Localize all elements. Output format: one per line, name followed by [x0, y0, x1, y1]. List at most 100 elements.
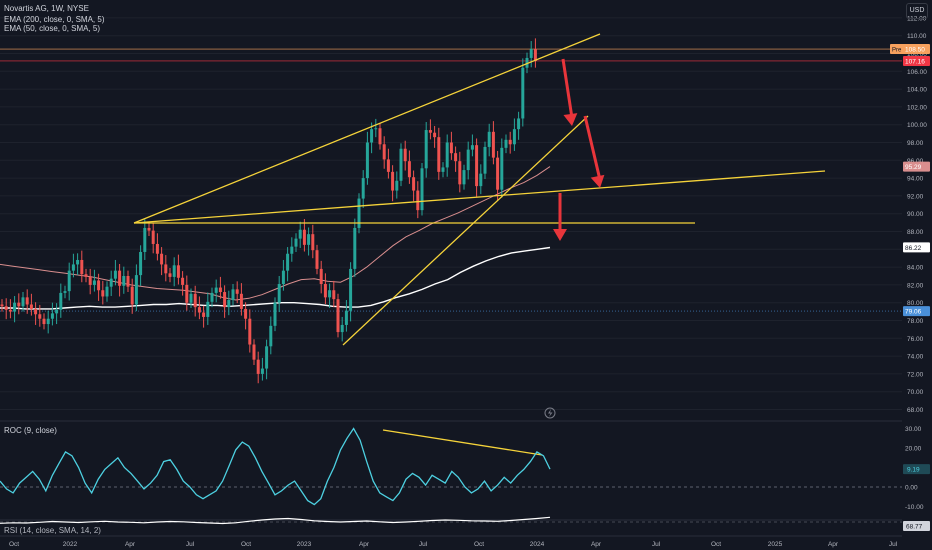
price-tick-label: 88.00 [907, 229, 924, 236]
candle-body [336, 299, 340, 333]
candle-body [533, 49, 537, 61]
candle-body [76, 259, 80, 265]
candle-body [151, 230, 155, 244]
candle-body [231, 289, 235, 301]
candle-body [126, 276, 130, 287]
price-tick-label: 76.00 [907, 336, 924, 343]
time-tick-label: Apr [591, 541, 602, 548]
candle-body [420, 168, 424, 211]
ema50-line [0, 166, 551, 301]
rsi-line [0, 516, 551, 525]
candle-body [105, 286, 109, 297]
time-tick-label: Apr [359, 541, 370, 548]
time-tick-label: Oct [9, 541, 19, 548]
price-tick-label: 80.00 [907, 300, 924, 307]
premarket-tag-prefix: Pre [892, 48, 902, 54]
candle-body [382, 144, 386, 160]
candle-body [361, 178, 365, 199]
candle-body [46, 318, 50, 325]
price-tick-label: 92.00 [907, 193, 924, 200]
candle-body [529, 49, 533, 58]
candle-body [483, 146, 487, 174]
candle-body [134, 275, 138, 305]
roc-tick-label: 20.00 [905, 446, 922, 453]
symbol-legend[interactable]: Novartis AG, 1W, NYSE [4, 4, 89, 13]
candle-body [298, 229, 302, 239]
candle-body [50, 313, 54, 319]
candle-body [290, 246, 294, 254]
time-tick-label: 2024 [530, 541, 545, 548]
candle-body [340, 324, 344, 333]
down-arrow [583, 115, 602, 181]
time-tick-label: Jul [186, 541, 195, 548]
candle-body [496, 157, 500, 190]
roc-tag [903, 464, 930, 475]
roc-divergence-line [382, 429, 543, 456]
candle-series [0, 38, 537, 384]
time-tick-label: Jul [889, 541, 898, 548]
price-tick-label: 74.00 [907, 354, 924, 361]
candle-body [55, 309, 59, 314]
time-tick-label: Apr [828, 541, 839, 548]
rsi-legend[interactable]: RSI (14, close, SMA, 14, 2) [4, 526, 101, 535]
candle-body [302, 229, 306, 245]
candle-body [311, 234, 315, 251]
candle-body [353, 227, 357, 269]
ema50-legend[interactable]: EMA (50, close, 0, SMA, 5) [4, 24, 101, 33]
candle-body [122, 276, 126, 286]
candle-body [412, 177, 416, 191]
candle-body [349, 268, 353, 311]
candle-body [260, 368, 264, 374]
roc-tick-label: 30.00 [905, 426, 922, 433]
candle-body [294, 238, 298, 247]
grid-lines [0, 17, 932, 537]
candle-body [344, 310, 348, 325]
candle-body [202, 312, 206, 317]
price-tick-label: 84.00 [907, 265, 924, 272]
roc-tick-label: -10.00 [905, 504, 924, 511]
candle-body [265, 346, 269, 369]
time-tick-label: Oct [711, 541, 721, 548]
candle-body [319, 268, 323, 285]
time-tick-label: Oct [474, 541, 484, 548]
candle-body [403, 148, 407, 162]
candle-body [437, 137, 441, 172]
rsi-pane [0, 516, 551, 525]
candle-body [88, 276, 92, 285]
candle-body [252, 344, 256, 360]
price-tag-label: 108.50 [905, 47, 925, 54]
candle-body [407, 161, 411, 178]
time-tick-label: 2023 [297, 541, 312, 548]
candle-body [168, 273, 172, 277]
candle-body [277, 284, 281, 303]
currency-button[interactable]: USD [906, 3, 928, 19]
candle-body [97, 280, 101, 291]
price-tag [903, 242, 930, 253]
candle-body [235, 289, 239, 294]
candle-body [147, 227, 151, 231]
ema200-legend[interactable]: EMA (200, close, 0, SMA, 5) [4, 15, 105, 24]
candle-body [365, 142, 369, 179]
lightning-icon[interactable] [544, 407, 556, 419]
roc-tag-label: 9.19 [907, 467, 920, 474]
candle-body [59, 292, 63, 310]
time-axis[interactable]: Oct 2022 Apr Jul Oct 2023 Apr Jul Oct 2024 Apr Jul O… [9, 541, 898, 548]
candle-body [441, 167, 445, 172]
price-axis[interactable]: 112.00110.00108.00106.00104.00102.00100.… [890, 0, 932, 550]
price-tick-label: 108.00 [907, 51, 927, 58]
candle-body [172, 265, 176, 277]
candle-body [370, 129, 374, 143]
price-tick-label: 94.00 [907, 176, 924, 183]
candle-body [445, 142, 449, 168]
candle-body [80, 259, 84, 275]
price-tick-label: 110.00 [907, 33, 927, 40]
roc-legend[interactable]: ROC (9, close) [4, 426, 57, 435]
price-tag [903, 161, 930, 172]
candle-body [378, 128, 382, 145]
candle-body [428, 130, 432, 133]
price-tick-label: 68.00 [907, 407, 924, 414]
candle-body [71, 264, 75, 271]
candle-body [273, 302, 277, 326]
candle-body [160, 253, 164, 265]
